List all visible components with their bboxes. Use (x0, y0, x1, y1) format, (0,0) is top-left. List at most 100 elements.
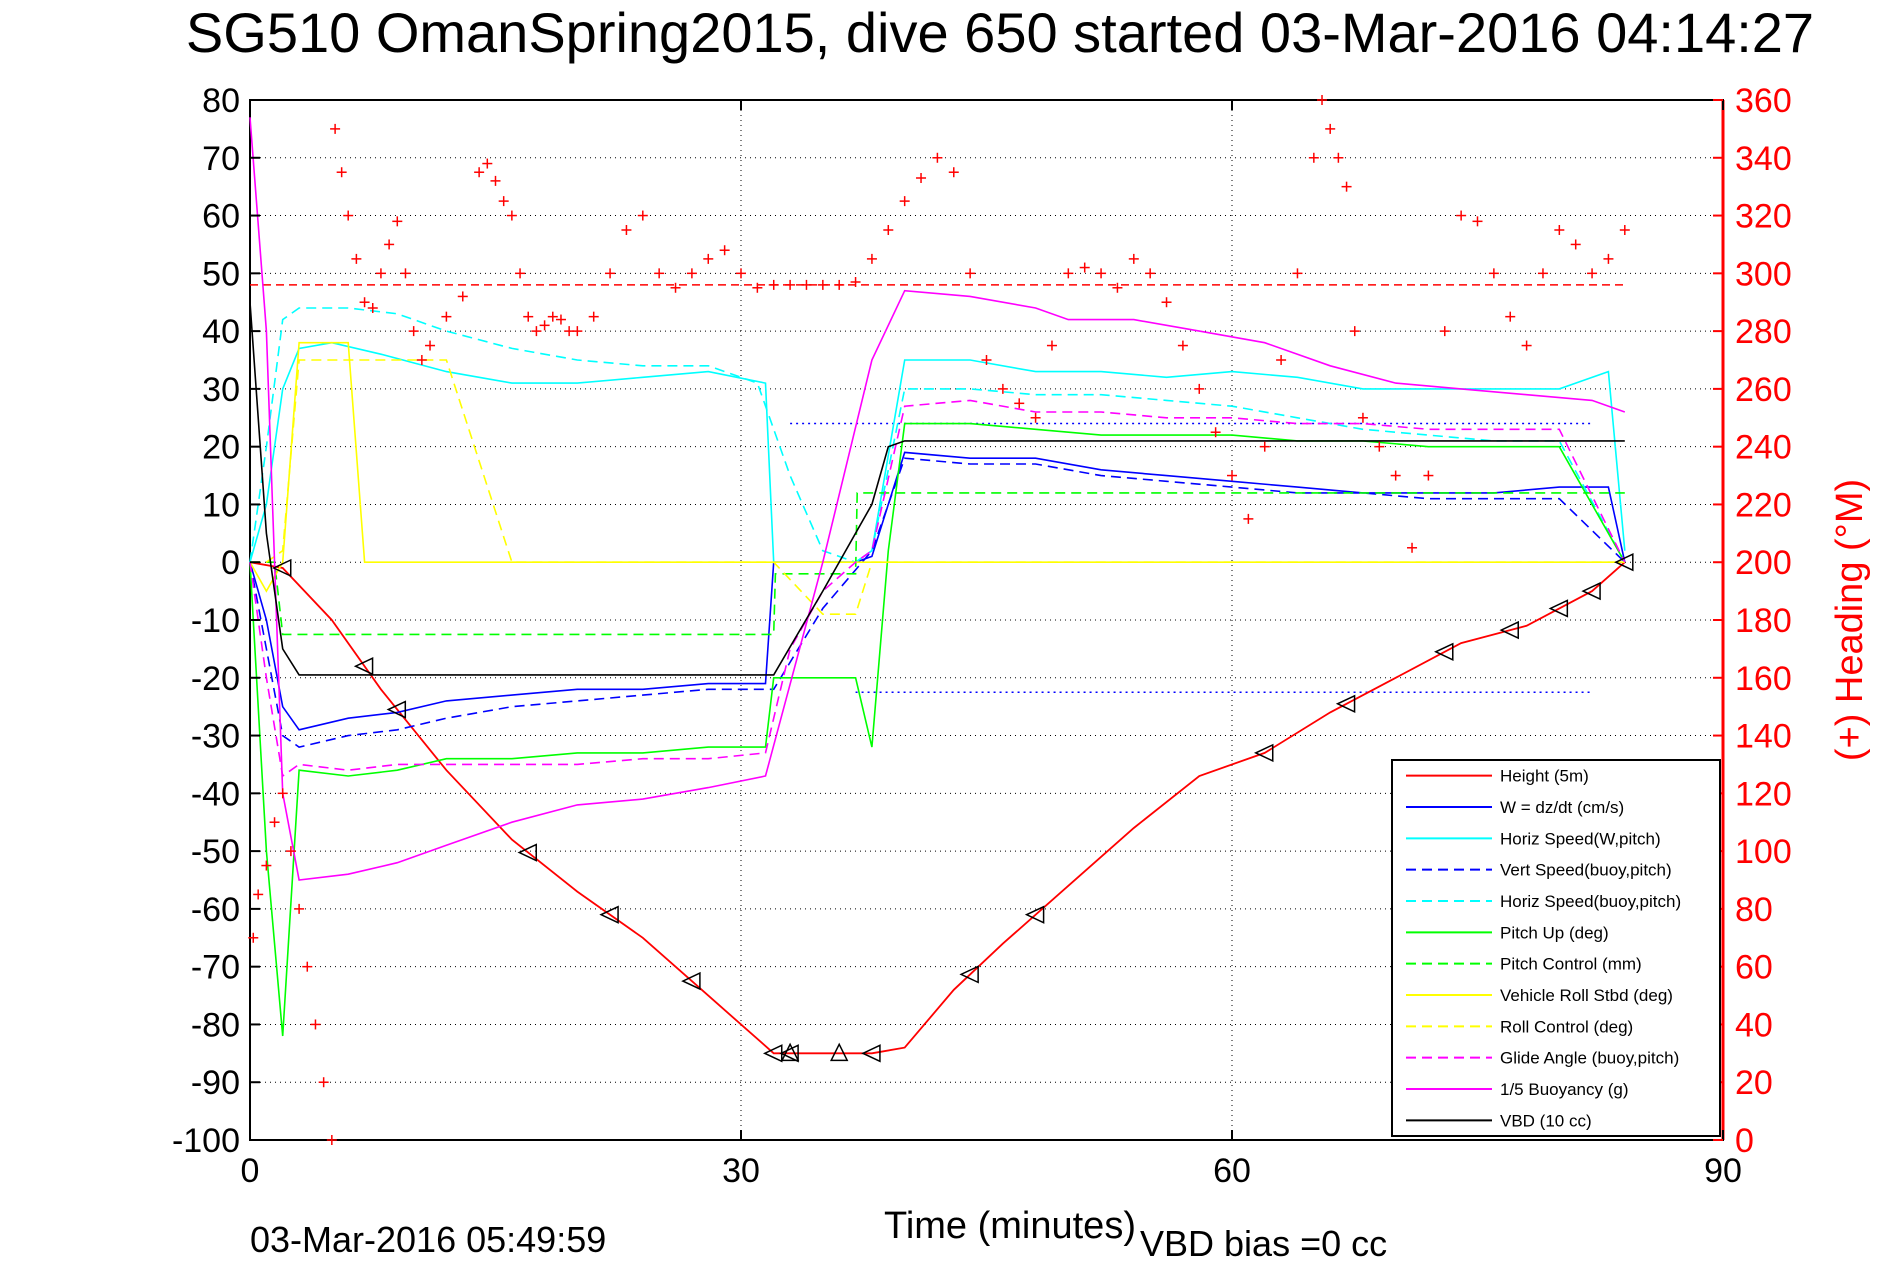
legend-label: VBD (10 cc) (1500, 1111, 1592, 1130)
heading-point (686, 268, 697, 279)
y-tick-label: -20 (191, 660, 240, 698)
heading-point (351, 253, 362, 264)
heading-point (1046, 340, 1057, 351)
heading-series (248, 95, 1630, 1145)
depth-marker-left (517, 843, 537, 862)
heading-point (1554, 225, 1565, 235)
heading-point (1308, 152, 1319, 163)
heading-point (367, 303, 378, 313)
heading-point (416, 355, 427, 365)
series-line (249, 561, 1626, 1055)
y-right-tick-label: 180 (1735, 602, 1792, 640)
y-right-tick-label: 60 (1735, 949, 1773, 987)
y-right-tick-label: 280 (1735, 313, 1792, 351)
heading-point (1325, 123, 1336, 134)
x-axis-label: Time (minutes) (884, 1205, 1136, 1247)
y-tick-label: 40 (202, 313, 240, 351)
y-right-tick-label: 100 (1735, 833, 1792, 871)
heading-point (1210, 427, 1221, 438)
heading-point (621, 225, 632, 235)
heading-point (457, 291, 468, 302)
series-line (250, 359, 1625, 616)
legend-label: Pitch Control (mm) (1500, 955, 1642, 974)
heading-point (1112, 282, 1123, 293)
legend-label: Vehicle Roll Stbd (deg) (1500, 986, 1673, 1005)
heading-point (1333, 152, 1344, 163)
heading-point (899, 196, 910, 207)
heading-point (1063, 268, 1074, 279)
series-line (249, 302, 1625, 676)
legend-label: Horiz Speed(buoy,pitch) (1500, 892, 1681, 911)
heading-point (531, 326, 542, 337)
heading-point (302, 961, 313, 972)
heading-point (1537, 268, 1548, 279)
y-right-tick-label: 80 (1735, 891, 1773, 929)
heading-point (605, 268, 616, 279)
y-tick-label: -100 (172, 1122, 240, 1160)
footer-timestamp: 03-Mar-2016 05:49:59 (250, 1219, 606, 1260)
series-line (250, 492, 1625, 636)
depth-markers (271, 553, 1634, 1063)
heading-point (392, 216, 403, 227)
legend-label: Glide Angle (buoy,pitch) (1500, 1049, 1679, 1068)
y-right-tick-label: 300 (1735, 255, 1792, 293)
y-tick-label: 70 (202, 140, 240, 178)
legend-label: W = dz/dt (cm/s) (1500, 798, 1624, 817)
heading-point (1521, 340, 1532, 351)
heading-point (400, 268, 411, 279)
heading-point (834, 279, 845, 290)
heading-point (326, 1135, 337, 1145)
heading-point (498, 196, 509, 207)
heading-point (523, 311, 534, 322)
depth-marker-up (829, 1042, 849, 1062)
heading-point (1341, 181, 1352, 192)
heading-point (1276, 355, 1287, 365)
heading-point (277, 788, 288, 799)
y-axis-ticks: 80 70 60 50 40 30 20 10 0 -10 -20 -30 -40 -50 -60 -70 -8… (172, 82, 260, 1160)
y-right-tick-label: 0 (1735, 1122, 1754, 1160)
heading-point (261, 860, 272, 871)
y-tick-label: -70 (191, 949, 240, 987)
heading-point (539, 320, 550, 331)
heading-point (375, 268, 386, 279)
heading-point (343, 210, 354, 221)
y-tick-label: -10 (191, 602, 240, 640)
heading-point (866, 253, 877, 264)
heading-point (1014, 398, 1025, 409)
y-right-tick-label: 160 (1735, 660, 1792, 698)
y-right-tick-label: 360 (1735, 82, 1792, 120)
heading-point (248, 932, 259, 943)
heading-point (336, 167, 347, 178)
heading-point (736, 268, 746, 279)
legend-box (1391, 759, 1721, 1137)
heading-point (474, 167, 485, 178)
y-right-tick-label: 200 (1735, 544, 1792, 582)
x-tick-label: 90 (1704, 1152, 1742, 1190)
heading-point (752, 282, 763, 293)
y-right-tick-label: 240 (1735, 429, 1792, 467)
heading-point (1472, 216, 1483, 227)
heading-point (850, 277, 861, 287)
heading-point (1505, 311, 1516, 322)
heading-point (490, 175, 501, 186)
y-tick-label: 20 (202, 429, 240, 467)
heading-point (1161, 297, 1172, 308)
heading-point (1570, 239, 1581, 250)
heading-point (801, 279, 812, 290)
heading-point (310, 1019, 321, 1030)
legend-label: Vert Speed(buoy,pitch) (1500, 861, 1672, 880)
heading-point (1292, 268, 1303, 279)
y-right-tick-label: 140 (1735, 718, 1792, 756)
heading-point (1619, 225, 1630, 235)
heading-point (1030, 412, 1041, 423)
heading-point (1374, 441, 1385, 452)
legend-label: Pitch Up (deg) (1500, 923, 1609, 942)
legend-label: Horiz Speed(W,pitch) (1500, 829, 1661, 848)
heading-point (1488, 268, 1499, 279)
heading-point (654, 268, 665, 279)
heading-point (269, 817, 280, 828)
heading-point (997, 383, 1008, 394)
heading-point (883, 225, 894, 235)
heading-point (294, 903, 305, 914)
x-tick-label: 0 (241, 1152, 260, 1190)
